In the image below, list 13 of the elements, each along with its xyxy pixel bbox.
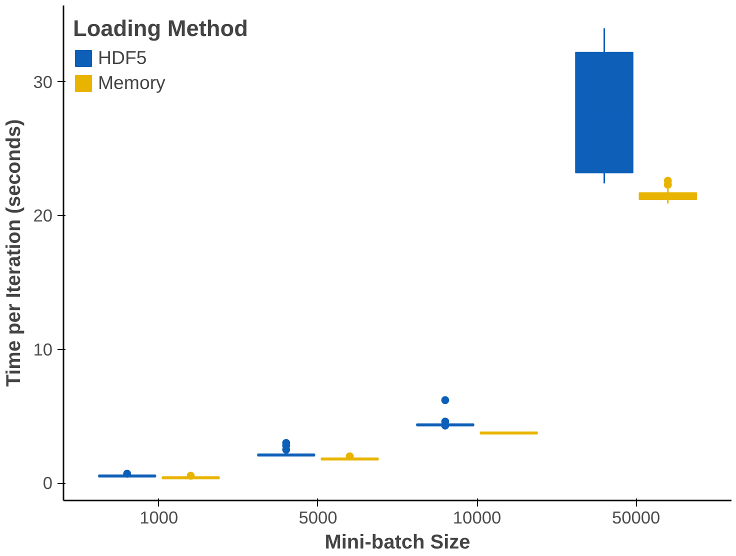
x-tick-label: 10000 (452, 508, 502, 528)
y-tick-label: 0 (42, 473, 53, 494)
x-tick-label: 1000 (140, 508, 178, 528)
legend-title: Loading Method (73, 15, 248, 42)
y-tick-label: 20 (33, 206, 53, 226)
legend-label: Memory (98, 72, 166, 94)
y-axis-title: Time per Iteration (seconds) (3, 119, 26, 387)
x-tick-label: 5000 (298, 508, 338, 528)
x-tick-label: 50000 (612, 508, 660, 528)
x-axis-title: Mini-batch Size (324, 532, 470, 554)
y-tick-label: 30 (33, 72, 53, 92)
y-tick-label: 10 (33, 339, 53, 360)
legend-label: HDF5 (98, 47, 147, 69)
